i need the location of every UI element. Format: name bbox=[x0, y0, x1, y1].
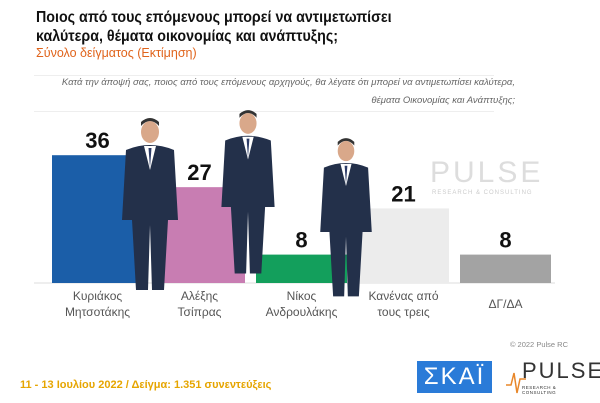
category-label: Κανένας από bbox=[368, 289, 438, 303]
category-label: τους τρεις bbox=[377, 305, 430, 319]
category-label: Κυριάκος bbox=[73, 289, 123, 303]
category-label: Τσίπρας bbox=[178, 305, 222, 319]
chart-title: Ποιος από τους επόμενους μπορεί να αντιμ… bbox=[36, 9, 392, 45]
survey-question: Κατά την άποψή σας, ποιος από τους επόμε… bbox=[61, 77, 515, 106]
pulse-logo-tagline: RESEARCH & CONSULTING bbox=[522, 385, 557, 395]
bar bbox=[358, 208, 449, 283]
category-label: ΔΓ/ΔΑ bbox=[489, 297, 523, 311]
pulse-logo-text: PULSE bbox=[522, 358, 600, 383]
category-label: Νίκος bbox=[287, 289, 317, 303]
data-label: 36 bbox=[85, 128, 109, 153]
skai-logo: ΣΚΑΪ bbox=[417, 361, 492, 393]
category-label: Μητσοτάκης bbox=[65, 305, 130, 319]
pulse-wave-icon bbox=[506, 372, 526, 394]
divider bbox=[34, 111, 494, 112]
data-label: 27 bbox=[187, 160, 211, 185]
data-label: 21 bbox=[391, 181, 415, 206]
data-label: 8 bbox=[499, 228, 511, 253]
person-photo bbox=[320, 138, 372, 297]
bar bbox=[460, 254, 551, 283]
data-label: 8 bbox=[295, 228, 307, 253]
category-label: Αλέξης bbox=[181, 289, 218, 303]
survey-info: 11 - 13 Ιουλίου 2022 / Δείγμα: 1.351 συν… bbox=[20, 379, 272, 391]
watermark-logo: PULSE bbox=[430, 156, 544, 189]
divider bbox=[34, 75, 494, 76]
person-photo bbox=[122, 118, 178, 290]
copyright: © 2022 Pulse RC bbox=[509, 340, 568, 349]
person-photo bbox=[221, 110, 275, 274]
category-label: Ανδρουλάκης bbox=[266, 305, 338, 319]
watermark-tagline: RESEARCH & CONSULTING bbox=[432, 190, 533, 196]
chart-subtitle: Σύνολο δείγματος (Εκτίμηση) bbox=[36, 46, 197, 60]
bar-chart: 36 Κυριάκος Μητσοτάκης 27 Αλέξης Τσίπρας 8 Νίκο… bbox=[34, 110, 555, 319]
pulse-logo: PULSE RESEARCH & CONSULTING bbox=[506, 358, 600, 395]
